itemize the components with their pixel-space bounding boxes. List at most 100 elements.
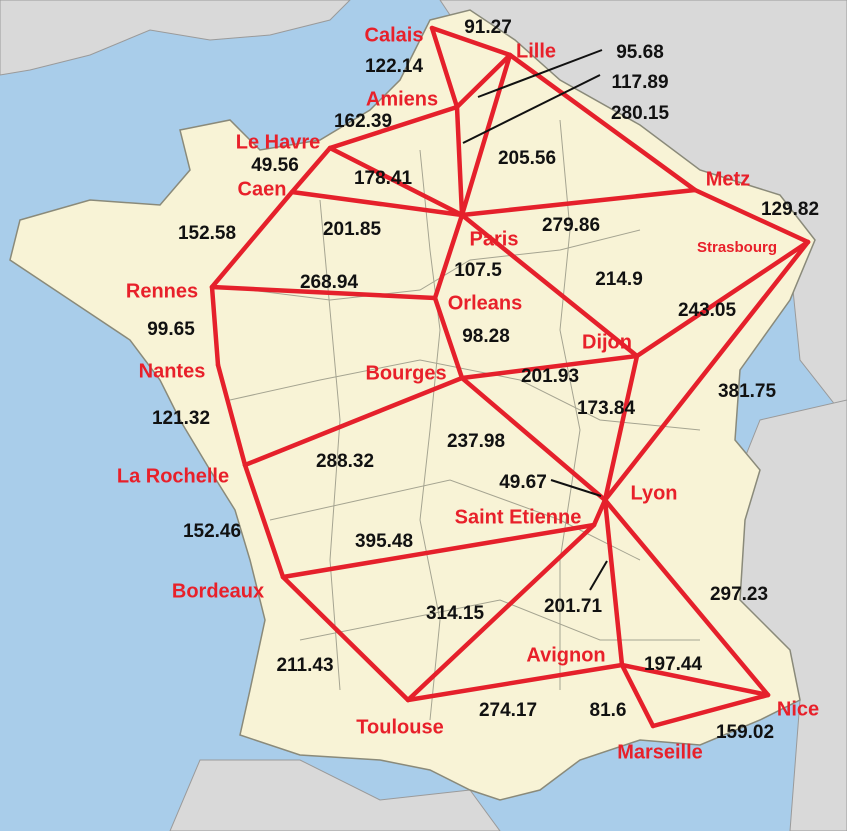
leader-lines — [462, 49, 608, 591]
distance-label-nantes-larochelle: 121.32 — [152, 408, 210, 429]
city-label-nice: Nice — [777, 698, 819, 720]
distance-label-marseille-nice: 159.02 — [716, 722, 774, 743]
distance-label-toulouse-saintetienne: 314.15 — [426, 603, 485, 624]
city-label-larochelle: La Rochelle — [117, 465, 229, 487]
city-label-amiens: Amiens — [366, 88, 438, 110]
distance-label-toulouse-avignon: 274.17 — [479, 700, 537, 721]
distance-label-calais-amiens: 122.14 — [365, 56, 424, 77]
distance-label-calais-lille: 91.27 — [464, 17, 512, 38]
city-label-lyon: Lyon — [630, 482, 677, 504]
distance-label-lille-amiens: 95.68 — [616, 42, 664, 63]
route-larochelle-bordeaux — [242, 462, 286, 580]
city-label-bordeaux: Bordeaux — [172, 580, 264, 602]
city-label-bourges: Bourges — [365, 362, 446, 384]
city-label-strasbourg: Strasbourg — [697, 239, 777, 256]
route-caen-rennes — [209, 189, 295, 290]
city-label-calais: Calais — [365, 24, 424, 46]
route-metz-strasbourg — [692, 187, 811, 245]
distance-label-bourges-dijon: 201.93 — [521, 366, 579, 387]
route-rennes-nantes — [209, 284, 221, 368]
city-label-dijon: Dijon — [582, 331, 632, 353]
distance-label-rennes-nantes: 99.65 — [147, 319, 195, 340]
city-label-caen: Caen — [238, 178, 287, 200]
distance-label-amiens-paris: 117.89 — [611, 72, 668, 93]
distance-label-lille-metz: 280.15 — [611, 103, 670, 124]
route-paris-metz — [459, 187, 698, 218]
route-calais-amiens — [429, 25, 460, 110]
city-label-metz: Metz — [706, 168, 750, 190]
city-label-saintetienne: Saint Etienne — [455, 506, 582, 528]
route-calais-lille — [429, 25, 513, 58]
route-bordeaux-toulouse — [280, 574, 411, 703]
leader-line — [589, 560, 608, 591]
distance-label-bordeaux-saintetienne: 395.48 — [355, 531, 413, 552]
city-labels: Calais Lille Amiens Le Havre Caen Paris Metz St… — [117, 24, 819, 763]
city-label-paris: Paris — [470, 228, 519, 250]
city-label-lehavre: Le Havre — [236, 131, 321, 153]
distance-label-bourges-lyon: 237.98 — [447, 431, 505, 452]
distance-label-avignon-nice: 197.44 — [644, 654, 703, 675]
distance-label-lehavre-paris: 178.41 — [354, 168, 413, 189]
distance-label-dijon-lyon: 173.84 — [577, 398, 636, 419]
route-lehavre-caen — [289, 145, 333, 195]
distance-label-metz-strasbourg: 129.82 — [761, 199, 819, 220]
route-lille-paris — [459, 52, 513, 218]
route-bordeaux-saintetienne — [280, 522, 597, 580]
distance-label-orleans-bourges: 98.28 — [462, 326, 510, 347]
distance-label-caen-paris: 201.85 — [323, 219, 382, 240]
route-toulouse-saintetienne — [405, 522, 597, 703]
city-label-nantes: Nantes — [139, 360, 206, 382]
uk-land — [0, 0, 351, 76]
leader-line — [462, 74, 601, 144]
city-label-avignon: Avignon — [526, 644, 605, 666]
route-avignon-nice — [619, 662, 771, 698]
route-lille-amiens — [454, 52, 513, 110]
distance-label-lyon-saintetienne: 49.67 — [499, 472, 547, 493]
route-paris-dijon — [459, 212, 640, 359]
route-toulouse-avignon — [405, 662, 625, 703]
distance-labels: 91.27 122.14 95.68 117.89 280.15 162.39 205.56… — [147, 17, 819, 743]
distance-label-larochelle-bourges: 288.32 — [316, 451, 374, 472]
route-rennes-orleans — [209, 284, 438, 301]
leader-line — [550, 479, 602, 497]
route-lyon-saintetienne — [591, 497, 608, 528]
distance-label-paris-orleans: 107.5 — [454, 260, 502, 281]
distance-label-strasbourg-lyon: 381.75 — [718, 381, 777, 402]
distance-label-lyon-nice: 297.23 — [710, 584, 768, 605]
city-label-toulouse: Toulouse — [356, 716, 443, 738]
city-label-lille: Lille — [516, 40, 556, 62]
distance-label-larochelle-bordeaux: 152.46 — [183, 521, 241, 542]
route-bourges-lyon — [459, 375, 608, 503]
route-paris-orleans — [432, 212, 465, 301]
route-lehavre-paris — [327, 145, 465, 218]
routes-layer — [209, 25, 811, 729]
route-orleans-bourges — [432, 295, 465, 381]
distance-label-lille-paris: 205.56 — [498, 148, 556, 169]
route-avignon-marseille — [619, 662, 656, 729]
distance-label-rennes-orleans: 268.94 — [300, 272, 359, 293]
city-label-rennes: Rennes — [126, 280, 198, 302]
distance-label-bordeaux-toulouse: 211.43 — [276, 655, 333, 676]
distance-label-amiens-lehavre: 162.39 — [334, 111, 392, 132]
route-caen-paris — [289, 189, 465, 218]
route-strasbourg-dijon — [634, 239, 811, 359]
route-strasbourg-lyon — [602, 239, 811, 503]
distance-label-strasbourg-dijon: 243.05 — [678, 300, 737, 321]
distance-label-lehavre-caen: 49.56 — [251, 155, 299, 176]
route-larochelle-bourges — [242, 375, 465, 468]
distance-label-paris-dijon: 214.9 — [595, 269, 643, 290]
city-label-orleans: Orleans — [448, 292, 522, 314]
route-amiens-paris — [454, 104, 465, 218]
leader-line — [477, 49, 603, 98]
route-lyon-avignon — [602, 497, 625, 668]
route-marseille-nice — [650, 692, 771, 729]
route-amiens-lehavre — [327, 104, 460, 151]
distance-label-paris-metz: 279.86 — [542, 215, 600, 236]
route-lyon-nice — [602, 497, 771, 698]
city-label-marseille: Marseille — [617, 741, 703, 763]
route-lille-metz — [507, 52, 698, 193]
distance-label-lyon-avignon: 201.71 — [544, 596, 603, 617]
route-nantes-larochelle — [215, 362, 248, 468]
